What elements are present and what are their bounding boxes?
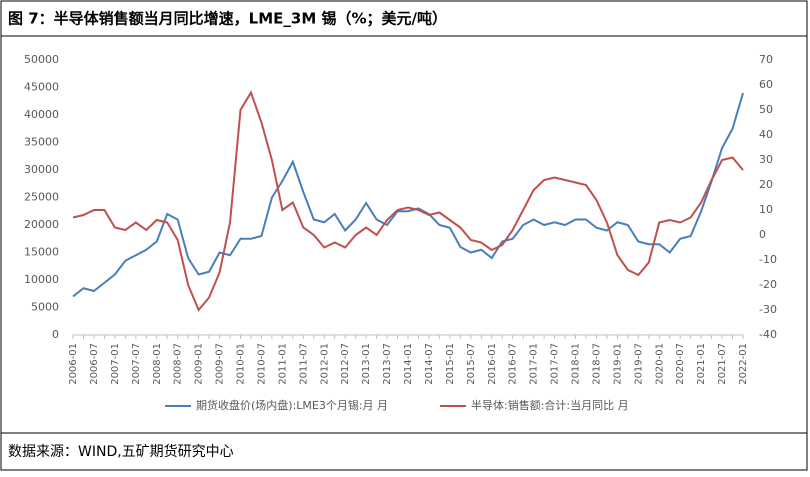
chart-title: 图 7：半导体销售额当月同比增速，LME_3M 锡（%；美元/吨）: [8, 10, 447, 28]
y-tick-label: 45000: [24, 81, 59, 94]
legend-label: 期货收盘价(场内盘):LME3个月锡:月 月: [196, 398, 388, 412]
y2-tick-label: 0: [759, 228, 766, 241]
y2-tick-label: -40: [759, 328, 777, 341]
x-tick-label: 2008-07: [173, 343, 184, 385]
x-tick-label: 2014-01: [403, 343, 414, 385]
y-tick-label: 15000: [24, 246, 59, 259]
y-tick-label: 20000: [24, 218, 59, 231]
x-tick-label: 2014-07: [424, 343, 435, 385]
x-tick-label: 2020-07: [675, 343, 686, 385]
y2-tick-label: -10: [759, 253, 777, 266]
legend-label: 半导体:销售额:合计:当月同比 月: [471, 398, 629, 412]
x-tick-label: 2019-07: [633, 343, 644, 385]
y-tick-label: 10000: [24, 273, 59, 286]
y-tick-label: 35000: [24, 136, 59, 149]
x-tick-label: 2007-07: [131, 343, 142, 385]
y-tick-label: 40000: [24, 108, 59, 121]
y-tick-label: 0: [52, 328, 59, 341]
x-tick-label: 2006-07: [89, 343, 100, 385]
x-tick-label: 2013-07: [382, 343, 393, 385]
x-tick-label: 2017-07: [550, 343, 561, 385]
x-tick-label: 2015-01: [445, 343, 456, 385]
y2-tick-label: 30: [759, 153, 773, 166]
x-tick-label: 2011-07: [298, 343, 309, 385]
series-line: [72, 90, 744, 312]
y2-tick-label: 20: [759, 178, 773, 191]
x-tick-label: 2021-07: [717, 343, 728, 385]
x-tick-label: 2017-01: [529, 343, 540, 385]
source: 数据来源：WIND,五矿期货研究中心: [8, 443, 234, 460]
y-tick-label: 5000: [31, 301, 59, 314]
x-tick-label: 2013-01: [361, 343, 372, 385]
series-line: [72, 92, 744, 298]
y2-tick-label: -20: [759, 278, 777, 291]
y2-tick-label: 50: [759, 103, 773, 116]
y2-tick-label: 10: [759, 203, 773, 216]
x-tick-label: 2008-01: [152, 343, 163, 385]
x-tick-label: 2016-01: [487, 343, 498, 385]
x-tick-label: 2020-01: [654, 343, 665, 385]
x-tick-label: 2012-01: [319, 343, 330, 385]
x-tick-label: 2015-07: [466, 343, 477, 385]
x-tick-label: 2009-07: [215, 343, 226, 385]
x-tick-label: 2007-01: [110, 343, 121, 385]
x-tick-label: 2019-01: [612, 343, 623, 385]
x-tick-label: 2010-07: [256, 343, 267, 385]
x-tick-label: 2006-01: [68, 343, 79, 385]
x-tick-label: 2012-07: [340, 343, 351, 385]
x-tick-label: 2018-07: [591, 343, 602, 385]
y2-tick-label: -30: [759, 303, 777, 316]
x-tick-label: 2011-01: [277, 343, 288, 385]
y-tick-label: 25000: [24, 191, 59, 204]
y2-tick-label: 40: [759, 128, 773, 141]
y-tick-label: 30000: [24, 163, 59, 176]
x-tick-label: 2010-01: [236, 343, 247, 385]
x-tick-label: 2009-01: [194, 343, 205, 385]
y2-tick-label: 70: [759, 53, 773, 66]
y-tick-label: 50000: [24, 53, 59, 66]
y2-tick-label: 60: [759, 78, 773, 91]
x-tick-label: 2022-01: [738, 343, 749, 385]
x-tick-label: 2021-01: [696, 343, 707, 385]
x-tick-label: 2018-01: [571, 343, 582, 385]
x-tick-label: 2016-07: [508, 343, 519, 385]
